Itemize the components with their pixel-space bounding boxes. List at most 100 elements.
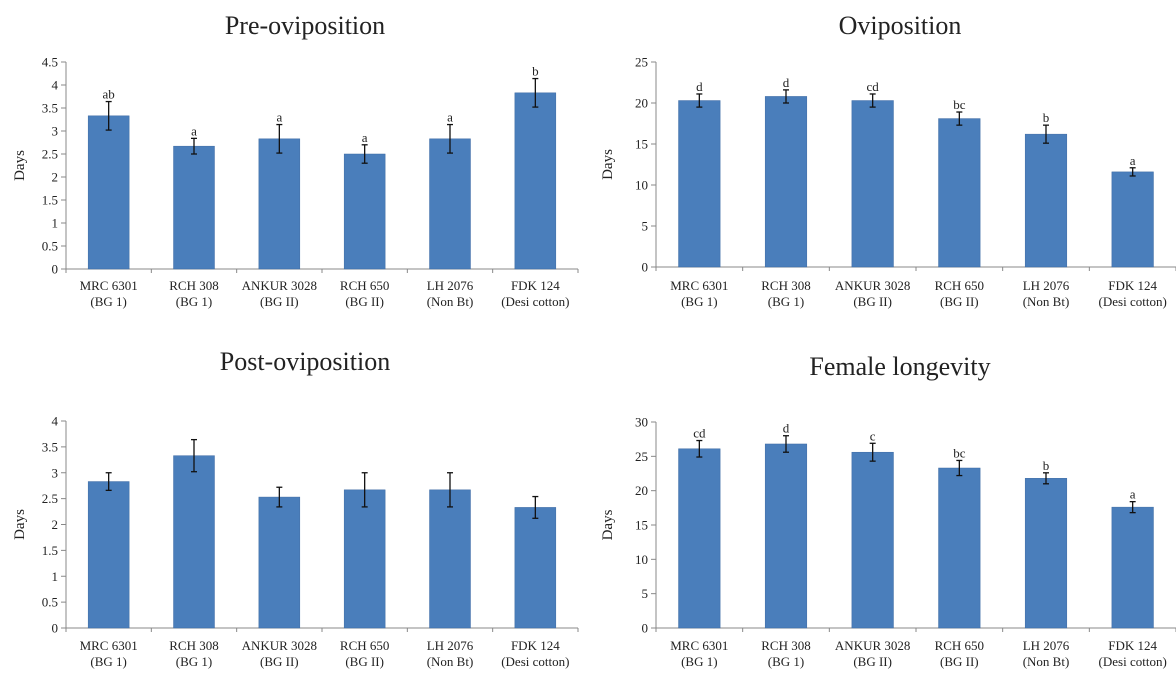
x-tick-label: LH 2076 (427, 278, 474, 293)
x-tick-label: RCH 650 (935, 278, 984, 293)
x-tick-label: ANKUR 3028 (242, 278, 317, 293)
x-tick-label: ANKUR 3028 (835, 638, 910, 653)
bar (514, 507, 557, 629)
x-tick-label-group: (Non Bt) (427, 654, 474, 669)
x-tick-label-group: (BG 1) (768, 294, 804, 309)
x-tick-label-group: (Non Bt) (1023, 294, 1070, 309)
y-tick-label: 1.5 (42, 193, 58, 208)
y-tick-label: 4.5 (42, 55, 58, 70)
bar (429, 489, 471, 629)
y-tick-label: 4 (52, 78, 59, 93)
x-tick-label-group: (BG II) (260, 654, 299, 669)
chart-post-oviposition: Post-oviposition Days 0 0.5 1 1.5 2 2.5 3 3.5 4 MRC… (0, 337, 588, 674)
x-tick-label-group: (BG II) (853, 294, 892, 309)
significance-label: a (276, 110, 282, 125)
x-tick-label: FDK 124 (1108, 638, 1157, 653)
significance-label: ab (103, 87, 115, 102)
x-tick-label: MRC 6301 (670, 278, 728, 293)
y-tick-label: 10 (635, 552, 648, 567)
significance-label: b (1043, 458, 1050, 473)
significance-label: b (532, 64, 539, 79)
y-tick-label: 25 (635, 449, 648, 464)
x-tick-label-group: (BG 1) (176, 654, 212, 669)
bar (258, 496, 301, 629)
x-tick-label: LH 2076 (1023, 638, 1070, 653)
x-tick-label: RCH 650 (935, 638, 984, 653)
x-tick-label: RCH 308 (761, 278, 810, 293)
x-tick-label: RCH 308 (169, 638, 218, 653)
bar (1024, 133, 1068, 268)
x-tick-label-group: (BG II) (345, 294, 384, 309)
bar (343, 489, 386, 629)
x-tick-label: FDK 124 (1108, 278, 1157, 293)
chart-oviposition: Oviposition Days 0 5 10 15 20 25 d MRC 6301 (BG 1)… (588, 0, 1176, 337)
y-tick-label: 2 (52, 517, 59, 532)
bar (173, 145, 215, 270)
chart-title: Post-oviposition (220, 347, 390, 376)
bar (1111, 171, 1154, 268)
bar (173, 455, 215, 629)
x-tick-label-group: (BG II) (260, 294, 299, 309)
chart-female-longevity: Female longevity Days 0 5 10 15 20 25 30 cd MRC 63… (588, 337, 1176, 674)
significance-label: a (1130, 153, 1136, 168)
y-tick-label: 3.5 (42, 439, 58, 454)
bar (764, 443, 808, 629)
x-tick-label-group: (BG 1) (768, 654, 804, 669)
y-tick-label: 0 (52, 621, 59, 636)
bar (514, 92, 557, 270)
y-tick-label: 0.5 (42, 595, 58, 610)
bar (87, 115, 130, 270)
y-tick-label: 1 (52, 216, 59, 231)
chart-post-oviposition-svg: Post-oviposition Days 0 0.5 1 1.5 2 2.5 3 3.5 4 MRC… (12, 347, 579, 669)
y-tick-label: 0.5 (42, 239, 58, 254)
y-tick-label: 3.5 (42, 101, 58, 116)
y-tick-label: 15 (635, 137, 648, 152)
y-axis-label: Days (12, 509, 28, 540)
y-tick-label: 2.5 (42, 147, 58, 162)
bar (429, 138, 471, 270)
x-tick-label-group: (Desi cotton) (1099, 654, 1167, 669)
y-tick-label: 0 (52, 262, 59, 277)
significance-label: bc (953, 445, 966, 460)
x-tick-label-group: (Desi cotton) (1099, 294, 1167, 309)
x-tick-label: FDK 124 (511, 278, 560, 293)
x-tick-label-group: (BG 1) (90, 294, 126, 309)
bar (678, 448, 721, 629)
significance-label: bc (953, 97, 966, 112)
x-tick-label-group: (BG II) (940, 294, 979, 309)
y-tick-label: 3 (52, 465, 59, 480)
bar (678, 100, 721, 268)
x-tick-label: LH 2076 (1023, 278, 1070, 293)
bar (1111, 506, 1154, 629)
y-axis-label: Days (600, 149, 616, 180)
bar (938, 118, 981, 268)
bar (764, 96, 808, 268)
significance-label: cd (867, 79, 880, 94)
y-tick-label: 10 (635, 178, 648, 193)
y-axis-label: Days (12, 150, 28, 181)
x-tick-label-group: (BG 1) (681, 654, 717, 669)
y-tick-label: 20 (635, 483, 648, 498)
bar (87, 481, 130, 629)
y-axis-label: Days (600, 509, 616, 540)
y-tick-label: 15 (635, 518, 648, 533)
bar (938, 467, 981, 629)
x-tick-label: MRC 6301 (80, 278, 138, 293)
y-tick-label: 0 (642, 260, 649, 275)
y-tick-label: 1.5 (42, 543, 58, 558)
significance-label: cd (693, 426, 706, 441)
x-tick-label-group: (BG 1) (176, 294, 212, 309)
x-tick-label-group: (BG II) (940, 654, 979, 669)
y-tick-label: 30 (635, 415, 648, 430)
x-tick-label-group: (BG 1) (681, 294, 717, 309)
x-tick-label-group: (Desi cotton) (501, 654, 569, 669)
y-tick-label: 3 (52, 124, 59, 139)
significance-label: b (1043, 110, 1050, 125)
significance-label: d (696, 79, 703, 94)
y-tick-label: 2 (52, 170, 59, 185)
x-tick-label: MRC 6301 (670, 638, 728, 653)
bar (343, 153, 386, 270)
y-tick-label: 1 (52, 569, 59, 584)
